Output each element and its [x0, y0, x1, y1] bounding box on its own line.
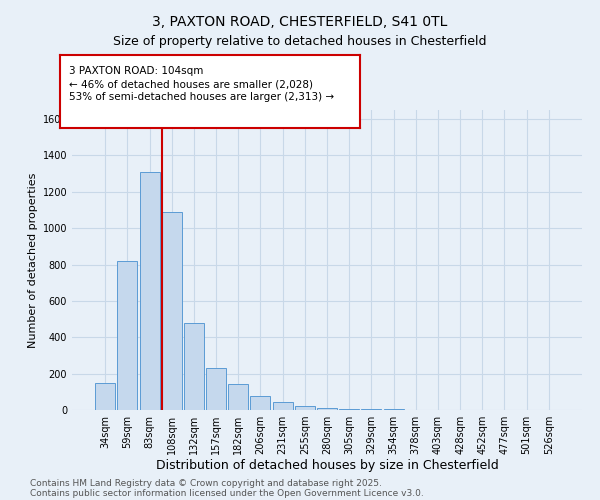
Bar [361, 409, 382, 410]
Bar [250, 396, 271, 410]
Text: Contains HM Land Registry data © Crown copyright and database right 2025.: Contains HM Land Registry data © Crown c… [30, 478, 382, 488]
Bar [118, 261, 137, 410]
Text: Contains public sector information licensed under the Open Government Licence v3: Contains public sector information licen… [30, 488, 424, 498]
Bar [206, 368, 226, 410]
Text: 3 PAXTON ROAD: 104sqm
← 46% of detached houses are smaller (2,028)
53% of semi-d: 3 PAXTON ROAD: 104sqm ← 46% of detached … [69, 66, 334, 102]
Bar [184, 322, 204, 410]
Text: 3, PAXTON ROAD, CHESTERFIELD, S41 0TL: 3, PAXTON ROAD, CHESTERFIELD, S41 0TL [152, 15, 448, 29]
Bar [228, 384, 248, 410]
Bar [162, 212, 182, 410]
X-axis label: Distribution of detached houses by size in Chesterfield: Distribution of detached houses by size … [155, 458, 499, 471]
Y-axis label: Number of detached properties: Number of detached properties [28, 172, 38, 348]
Bar [295, 406, 315, 410]
Bar [140, 172, 160, 410]
Text: Size of property relative to detached houses in Chesterfield: Size of property relative to detached ho… [113, 35, 487, 48]
Bar [317, 408, 337, 410]
Bar [339, 409, 359, 410]
Bar [272, 402, 293, 410]
Bar [95, 382, 115, 410]
